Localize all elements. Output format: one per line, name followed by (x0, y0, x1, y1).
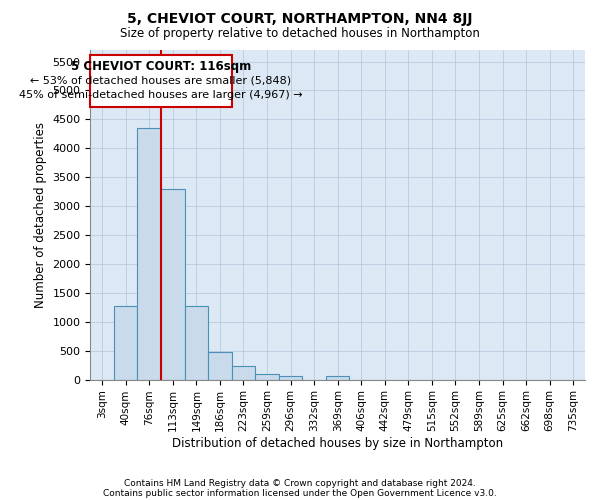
Bar (208, 352, 232, 380)
Text: Contains public sector information licensed under the Open Government Licence v3: Contains public sector information licen… (103, 488, 497, 498)
Y-axis label: Number of detached properties: Number of detached properties (34, 122, 47, 308)
X-axis label: Distribution of detached houses by size in Northampton: Distribution of detached houses by size … (172, 437, 503, 450)
Text: Contains HM Land Registry data © Crown copyright and database right 2024.: Contains HM Land Registry data © Crown c… (124, 478, 476, 488)
Bar (279, 376, 302, 380)
Text: 45% of semi-detached houses are larger (4,967) →: 45% of semi-detached houses are larger (… (19, 90, 303, 100)
Bar (185, 306, 208, 380)
Bar (91, 54, 232, 106)
Bar (326, 376, 349, 380)
Text: 5, CHEVIOT COURT, NORTHAMPTON, NN4 8JJ: 5, CHEVIOT COURT, NORTHAMPTON, NN4 8JJ (127, 12, 473, 26)
Bar (161, 189, 185, 380)
Bar (232, 366, 255, 380)
Text: ← 53% of detached houses are smaller (5,848): ← 53% of detached houses are smaller (5,… (31, 76, 292, 86)
Bar (255, 374, 279, 380)
Bar (137, 128, 161, 380)
Text: Size of property relative to detached houses in Northampton: Size of property relative to detached ho… (120, 28, 480, 40)
Text: 5 CHEVIOT COURT: 116sqm: 5 CHEVIOT COURT: 116sqm (71, 60, 251, 72)
Bar (114, 306, 137, 380)
